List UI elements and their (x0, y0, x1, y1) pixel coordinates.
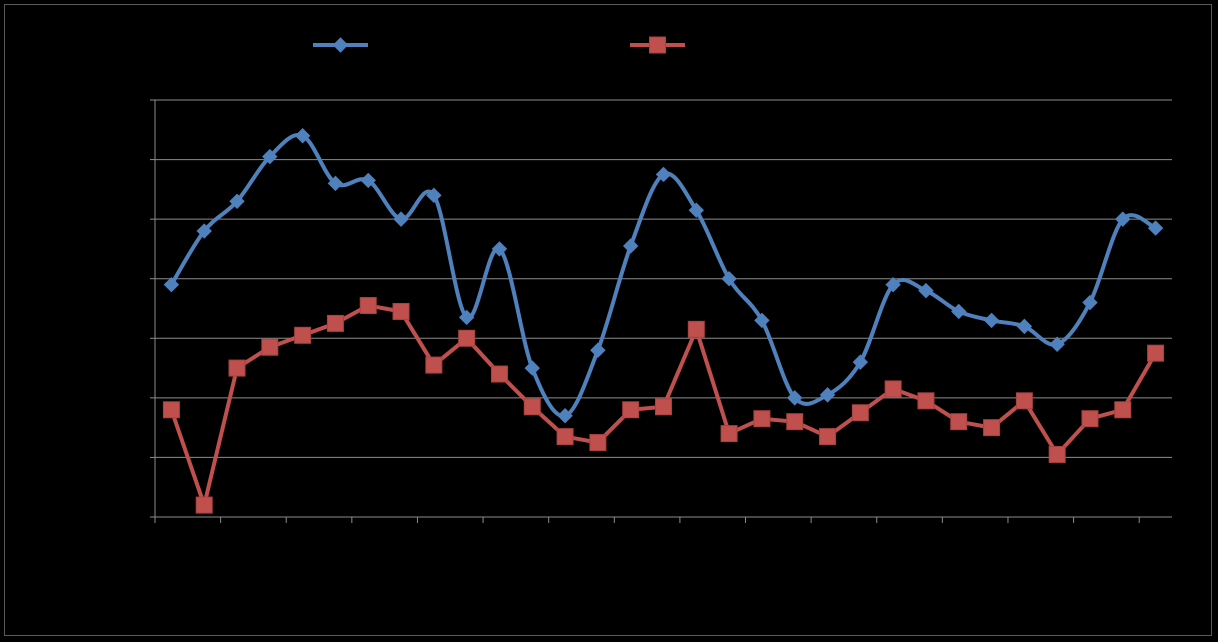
legend-marker (649, 36, 666, 54)
legend-entry-2 (630, 36, 685, 54)
data-point-diamond (590, 342, 606, 358)
data-point-diamond (655, 166, 672, 183)
data-point-square (458, 329, 476, 347)
data-point-diamond (983, 312, 1000, 329)
series-layer (162, 128, 1165, 514)
data-point-diamond (360, 172, 376, 189)
data-point-diamond (918, 282, 934, 299)
data-point-square (786, 413, 804, 431)
data-point-square (1048, 445, 1066, 463)
data-point-square (1114, 401, 1132, 419)
data-point-diamond (819, 387, 836, 403)
data-point-square (622, 401, 640, 419)
legend-marker (332, 37, 349, 53)
data-point-diamond (688, 202, 705, 218)
data-point-square (950, 413, 968, 431)
data-point-diamond (557, 408, 573, 424)
legend-entry-1 (313, 37, 368, 53)
data-point-diamond (327, 175, 344, 192)
data-point-diamond (622, 238, 639, 254)
gridlines (155, 99, 1172, 458)
data-point-square (425, 356, 443, 374)
data-point-diamond (426, 187, 442, 204)
data-point-diamond (852, 354, 869, 370)
data-point-square (1147, 344, 1165, 362)
data-point-diamond (393, 211, 409, 227)
data-point-square (884, 380, 902, 398)
data-point-square (983, 419, 1001, 437)
data-point-diamond (262, 148, 278, 165)
data-point-square (490, 365, 508, 383)
data-point-square (1081, 410, 1099, 428)
data-point-diamond (1082, 294, 1098, 311)
data-point-square (556, 428, 574, 446)
data-point-square (917, 392, 935, 410)
data-point-square (655, 398, 672, 416)
data-point-diamond (491, 241, 508, 257)
data-point-square (294, 326, 312, 344)
data-point-square (195, 496, 213, 514)
data-point-diamond (458, 309, 475, 326)
data-point-diamond (951, 303, 967, 320)
data-point-diamond (1016, 318, 1033, 335)
data-point-diamond (1115, 211, 1131, 227)
data-point-square (359, 297, 377, 315)
data-point-square (162, 401, 180, 419)
data-point-square (687, 320, 705, 338)
data-point-square (392, 302, 410, 320)
data-point-square (819, 428, 837, 446)
data-point-diamond (754, 312, 770, 329)
data-point-diamond (885, 276, 901, 293)
data-point-square (1015, 392, 1033, 410)
legend (313, 36, 685, 54)
axes (150, 99, 1172, 523)
data-point-square (851, 404, 869, 422)
data-point-diamond (163, 276, 180, 293)
data-point-square (753, 410, 771, 428)
data-point-square (720, 425, 738, 443)
data-point-diamond (787, 390, 803, 406)
series-1 (163, 128, 1164, 424)
data-point-diamond (1147, 220, 1164, 236)
data-point-square (326, 314, 344, 332)
data-point-diamond (524, 360, 540, 376)
data-point-square (261, 338, 279, 356)
data-point-square (523, 398, 541, 416)
data-point-diamond (1049, 336, 1065, 352)
data-point-square (228, 359, 246, 377)
data-point-square (589, 434, 607, 452)
data-point-diamond (196, 223, 212, 239)
series-2 (162, 297, 1165, 514)
data-point-diamond (294, 128, 311, 144)
data-point-diamond (721, 271, 737, 287)
data-point-diamond (229, 193, 245, 209)
